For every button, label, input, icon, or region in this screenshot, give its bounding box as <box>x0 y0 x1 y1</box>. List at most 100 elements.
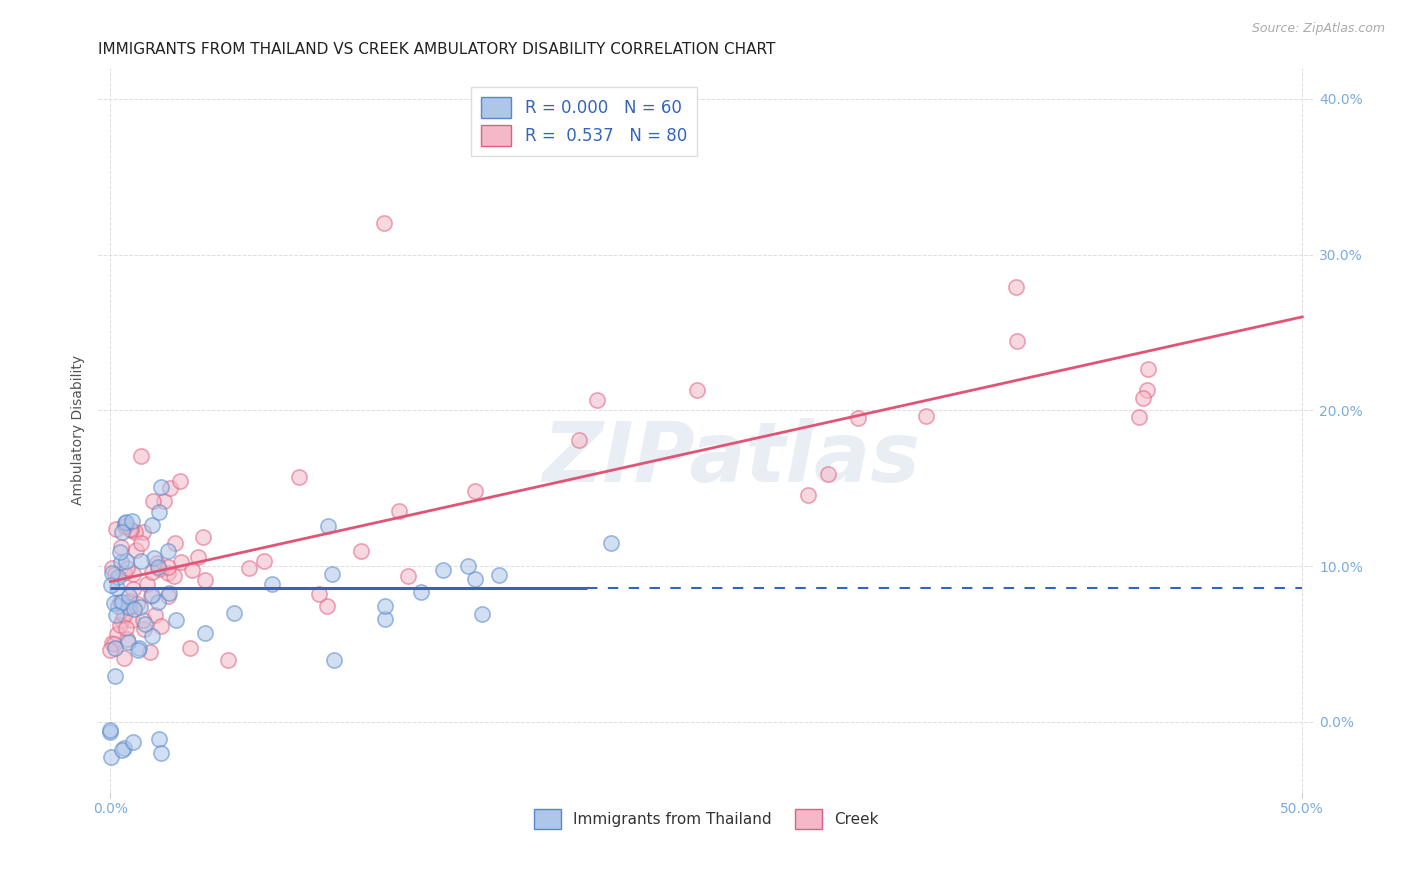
Point <box>117 632 139 646</box>
Point <box>118 593 141 607</box>
Point <box>157 566 180 580</box>
Point <box>585 392 607 407</box>
Point <box>217 652 239 666</box>
Point <box>457 559 479 574</box>
Point <box>117 599 139 614</box>
Point <box>108 617 131 632</box>
Point <box>118 589 141 603</box>
Point <box>107 599 129 613</box>
Point <box>321 567 343 582</box>
Point <box>169 474 191 488</box>
Point <box>157 589 180 603</box>
Point <box>1007 334 1029 349</box>
Point <box>100 749 122 764</box>
Point <box>121 613 143 627</box>
Point <box>253 554 276 568</box>
Point <box>105 626 128 640</box>
Point <box>124 524 146 539</box>
Point <box>374 599 396 613</box>
Point <box>1128 409 1150 424</box>
Point <box>114 516 136 530</box>
Point <box>1005 280 1028 294</box>
Point <box>323 653 346 667</box>
Point <box>111 614 134 628</box>
Point <box>100 566 122 581</box>
Point <box>100 578 122 592</box>
Y-axis label: Ambulatory Disability: Ambulatory Disability <box>72 355 86 505</box>
Point <box>464 483 486 498</box>
Point <box>125 598 148 612</box>
Point <box>104 523 127 537</box>
Point <box>129 554 152 568</box>
Point <box>411 584 433 599</box>
Point <box>194 573 217 587</box>
Point <box>153 494 176 508</box>
Point <box>103 637 125 651</box>
Point <box>107 570 129 584</box>
Point <box>112 740 135 755</box>
Point <box>131 524 153 539</box>
Point <box>100 724 122 739</box>
Point <box>157 586 180 600</box>
Point <box>128 641 150 656</box>
Point <box>568 434 591 448</box>
Point <box>143 551 166 566</box>
Point <box>121 514 143 528</box>
Point <box>1132 391 1154 405</box>
Point <box>100 723 122 737</box>
Point <box>138 645 160 659</box>
Point <box>101 636 124 650</box>
Point <box>191 529 214 543</box>
Point <box>122 582 145 597</box>
Point <box>112 650 135 665</box>
Point <box>148 505 170 519</box>
Point <box>150 619 173 633</box>
Point <box>222 606 245 620</box>
Point <box>141 588 163 602</box>
Point <box>118 522 141 536</box>
Point <box>149 480 172 494</box>
Point <box>120 523 142 537</box>
Point <box>148 562 170 576</box>
Point <box>141 589 163 603</box>
Point <box>134 622 156 636</box>
Text: Source: ZipAtlas.com: Source: ZipAtlas.com <box>1251 22 1385 36</box>
Point <box>432 563 454 577</box>
Point <box>157 560 180 574</box>
Point <box>127 643 149 657</box>
Point <box>163 569 186 583</box>
Point <box>686 383 709 397</box>
Point <box>117 634 139 648</box>
Point <box>170 556 193 570</box>
Point <box>146 594 169 608</box>
Point <box>111 524 134 539</box>
Point <box>103 595 125 609</box>
Point <box>104 640 127 655</box>
Point <box>262 577 284 591</box>
Point <box>122 567 145 582</box>
Point <box>110 555 132 569</box>
Point <box>129 599 152 614</box>
Point <box>374 612 396 626</box>
Point <box>124 601 146 615</box>
Point <box>146 560 169 574</box>
Legend: Immigrants from Thailand, Creek: Immigrants from Thailand, Creek <box>527 803 886 835</box>
Point <box>112 607 135 622</box>
Point <box>142 494 165 508</box>
Point <box>315 599 337 614</box>
Point <box>180 563 202 577</box>
Point <box>110 594 132 608</box>
Point <box>1136 361 1159 376</box>
Point <box>118 600 141 615</box>
Point <box>165 535 187 549</box>
Point <box>157 543 180 558</box>
Point <box>104 607 127 622</box>
Point <box>129 449 152 463</box>
Point <box>115 561 138 575</box>
Point <box>108 545 131 559</box>
Point <box>104 668 127 682</box>
Point <box>308 587 330 601</box>
Point <box>238 561 260 575</box>
Point <box>125 543 148 558</box>
Point <box>141 629 163 643</box>
